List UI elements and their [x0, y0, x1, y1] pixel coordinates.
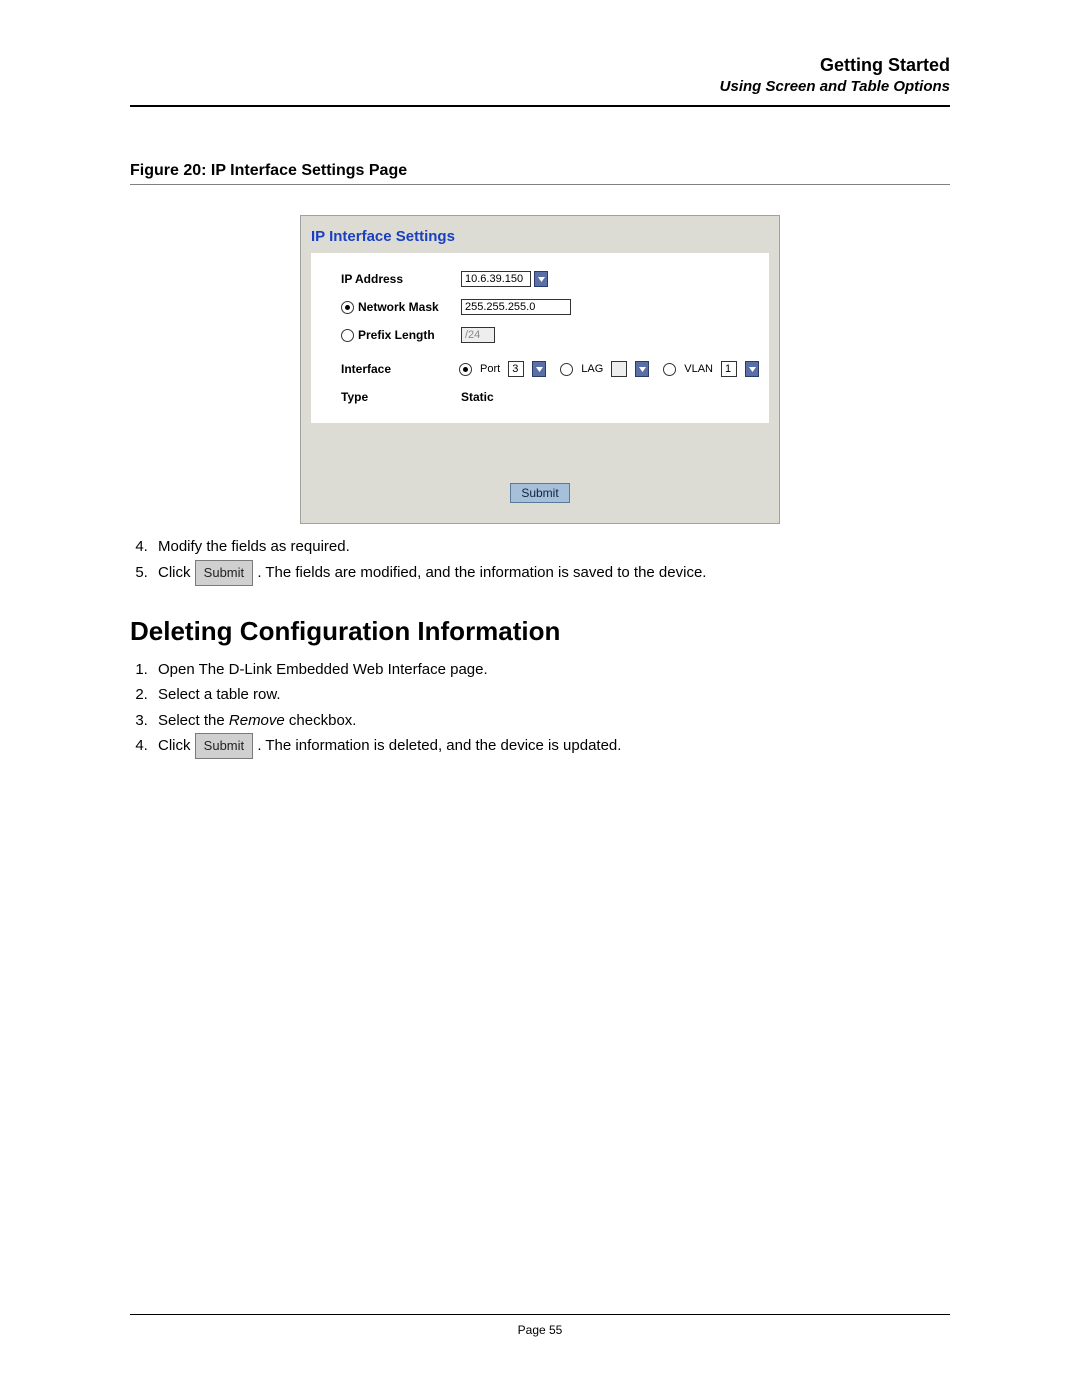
delete-step-3-italic: Remove [229, 712, 285, 729]
footer-text: Page 55 [518, 1323, 563, 1337]
footer-rule [130, 1314, 950, 1315]
interface-lag-dropdown-icon[interactable] [635, 361, 649, 377]
panel-body: IP Address 10.6.39.150 Network Mask [311, 253, 769, 423]
section-heading: Deleting Configuration Information [130, 616, 950, 647]
prefix-length-label: Prefix Length [358, 328, 435, 342]
delete-step-3-suffix: checkbox. [289, 712, 357, 729]
steps-modify: Modify the fields as required. Click Sub… [130, 534, 950, 586]
network-mask-label: Network Mask [358, 300, 439, 314]
interface-lag-label: LAG [581, 363, 603, 375]
interface-port-radio[interactable] [459, 363, 472, 376]
interface-label: Interface [341, 362, 459, 376]
type-value: Static [461, 390, 494, 404]
figure-rule [130, 184, 950, 185]
prefix-length-label-wrap: Prefix Length [341, 328, 461, 342]
page-header: Getting Started Using Screen and Table O… [130, 55, 950, 95]
interface-port-dropdown-icon[interactable] [532, 361, 546, 377]
network-mask-radio[interactable] [341, 301, 354, 314]
figure-caption: Figure 20: IP Interface Settings Page [130, 162, 950, 180]
panel-gap [301, 433, 779, 483]
network-mask-input[interactable]: 255.255.255.0 [461, 299, 571, 315]
row-prefix-length: Prefix Length /24 [341, 321, 759, 349]
figure-container: IP Interface Settings IP Address 10.6.39… [130, 215, 950, 524]
interface-vlan-select[interactable]: 1 [721, 361, 737, 377]
row-network-mask: Network Mask 255.255.255.0 [341, 293, 759, 321]
ip-interface-settings-panel: IP Interface Settings IP Address 10.6.39… [300, 215, 780, 524]
step-5: Click Submit . The fields are modified, … [152, 560, 950, 586]
ip-address-dropdown-icon[interactable] [534, 271, 548, 287]
interface-port-label: Port [480, 363, 500, 375]
ip-address-select[interactable]: 10.6.39.150 [461, 271, 531, 287]
delete-step-2: Select a table row. [152, 682, 950, 708]
page-root: Getting Started Using Screen and Table O… [0, 0, 1080, 1397]
ip-address-value: 10.6.39.150 [461, 271, 548, 287]
panel-title: IP Interface Settings [301, 226, 779, 253]
interface-vlan-radio[interactable] [663, 363, 676, 376]
interface-vlan-dropdown-icon[interactable] [745, 361, 759, 377]
delete-step-3: Select the Remove checkbox. [152, 708, 950, 734]
steps-delete: Open The D-Link Embedded Web Interface p… [130, 657, 950, 760]
prefix-length-input[interactable]: /24 [461, 327, 495, 343]
network-mask-value: 255.255.255.0 [461, 299, 571, 315]
delete-step-4-suffix: . The information is deleted, and the de… [257, 737, 621, 754]
step-4: Modify the fields as required. [152, 534, 950, 560]
delete-step-3-prefix: Select the [158, 712, 229, 729]
header-rule [130, 105, 950, 107]
prefix-length-radio[interactable] [341, 329, 354, 342]
interface-options: Port 3 LAG VLAN 1 [459, 361, 759, 377]
row-ip-address: IP Address 10.6.39.150 [341, 265, 759, 293]
interface-port-select[interactable]: 3 [508, 361, 524, 377]
header-subtitle: Using Screen and Table Options [130, 78, 950, 95]
ip-address-label: IP Address [341, 272, 461, 286]
header-title: Getting Started [130, 55, 950, 76]
prefix-length-value: /24 [461, 327, 495, 343]
submit-button-inline-1[interactable]: Submit [195, 560, 253, 586]
submit-button[interactable]: Submit [510, 483, 569, 503]
delete-step-1: Open The D-Link Embedded Web Interface p… [152, 657, 950, 683]
interface-lag-select[interactable] [611, 361, 627, 377]
submit-button-inline-2[interactable]: Submit [195, 733, 253, 759]
interface-vlan-label: VLAN [684, 363, 713, 375]
delete-step-4: Click Submit . The information is delete… [152, 733, 950, 759]
network-mask-label-wrap: Network Mask [341, 300, 461, 314]
type-label: Type [341, 390, 461, 404]
step-5-suffix: . The fields are modified, and the infor… [257, 564, 706, 581]
interface-lag-radio[interactable] [560, 363, 573, 376]
row-interface: Interface Port 3 LAG [341, 355, 759, 383]
row-type: Type Static [341, 383, 759, 411]
submit-row: Submit [301, 483, 779, 503]
delete-step-4-prefix: Click [158, 737, 195, 754]
step-5-prefix: Click [158, 564, 195, 581]
page-footer: Page 55 [130, 1314, 950, 1337]
